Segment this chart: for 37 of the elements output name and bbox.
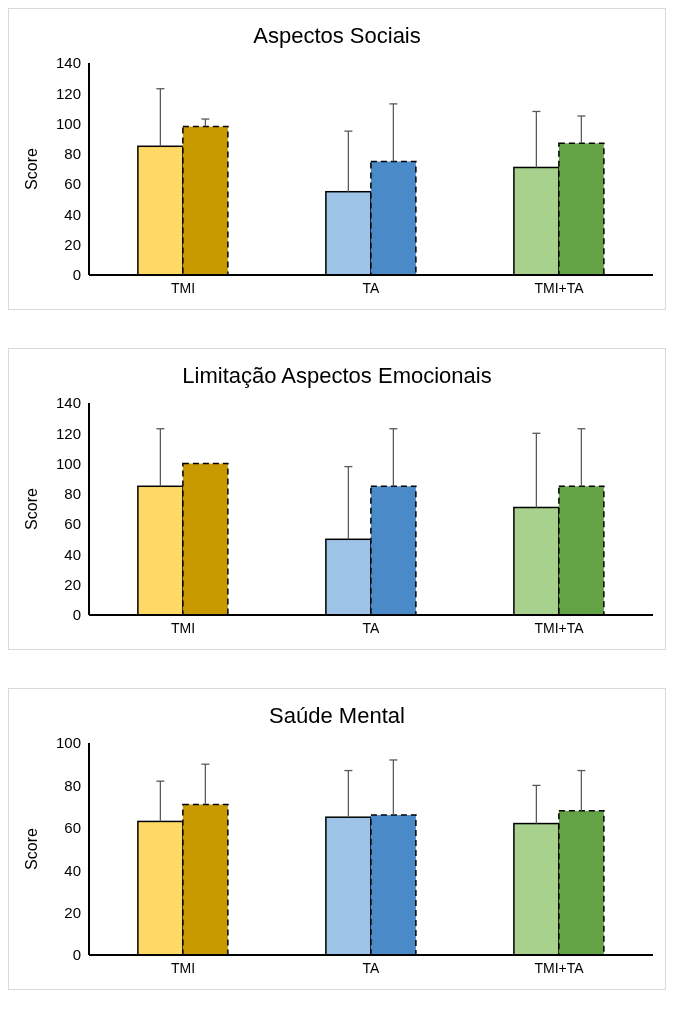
y-tick-label: 0	[72, 266, 81, 284]
x-tick-label: TMI	[170, 959, 196, 976]
x-tick-label: TMI	[170, 279, 196, 296]
y-tick-label: 140	[55, 54, 81, 72]
y-tick-label: 120	[55, 84, 81, 102]
y-tick-label: 0	[72, 946, 81, 964]
x-tick-label: TA	[362, 619, 381, 636]
y-tick-label: 80	[64, 776, 81, 794]
x-tick-label: TMI+TA	[534, 619, 585, 636]
x-tick-label: TA	[362, 959, 381, 976]
x-tick-label: TA	[362, 279, 381, 296]
y-tick-label: 80	[64, 145, 81, 163]
y-axis-title: Score	[22, 148, 40, 190]
y-tick-label: 120	[55, 424, 81, 442]
y-tick-label: 40	[64, 545, 81, 563]
chart-title: Saúde Mental	[268, 702, 406, 729]
y-axis-title: Score	[22, 488, 40, 530]
y-tick-label: 80	[64, 485, 81, 503]
y-tick-label: 60	[64, 175, 81, 193]
x-tick-label: TMI+TA	[534, 959, 585, 976]
y-tick-label: 0	[72, 606, 81, 624]
y-tick-label: 20	[64, 903, 81, 921]
y-tick-label: 100	[55, 114, 81, 132]
y-axis-title: Score	[22, 828, 40, 870]
y-tick-label: 20	[64, 576, 81, 594]
y-tick-label: 60	[64, 819, 81, 837]
chart-title: Aspectos Sociais	[252, 22, 422, 49]
y-tick-label: 100	[55, 734, 81, 752]
chart-title: Limitação Aspectos Emocionais	[181, 362, 493, 389]
x-tick-label: TMI+TA	[534, 279, 585, 296]
y-tick-label: 20	[64, 236, 81, 254]
x-tick-label: TMI	[170, 619, 196, 636]
y-tick-label: 40	[64, 205, 81, 223]
y-tick-label: 40	[64, 861, 81, 879]
y-tick-label: 140	[55, 394, 81, 412]
y-tick-label: 100	[55, 454, 81, 472]
y-tick-label: 60	[64, 515, 81, 533]
